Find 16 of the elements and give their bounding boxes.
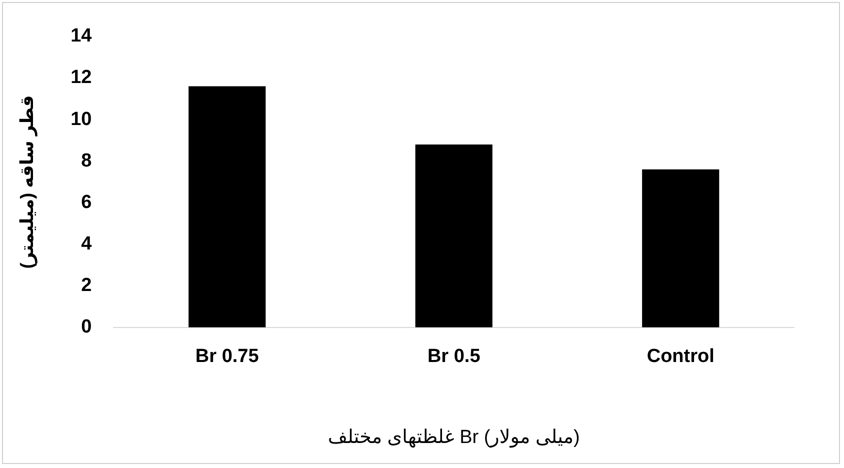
y-tick-label: 6 (81, 192, 92, 213)
y-tick-label: 10 (70, 108, 92, 130)
y-tick-label: 4 (81, 233, 92, 254)
x-tick-label: Control (646, 346, 714, 368)
x-tick-label: Br 0.5 (427, 346, 481, 368)
y-tick-label: 14 (70, 26, 92, 47)
bar (642, 169, 720, 328)
x-tick-label: Br 0.75 (195, 346, 260, 368)
y-tick-label: 2 (81, 275, 92, 296)
y-axis-title: قطر ساقه (میلیمتر) (16, 95, 38, 269)
y-tick-label: 0 (81, 316, 92, 338)
bar (415, 144, 492, 328)
y-tick-label: 8 (81, 150, 92, 172)
x-axis-title: غلظتهای مختلف Br (میلی مولار) (328, 426, 580, 448)
bar (188, 86, 266, 328)
y-tick-label: 12 (70, 67, 92, 88)
